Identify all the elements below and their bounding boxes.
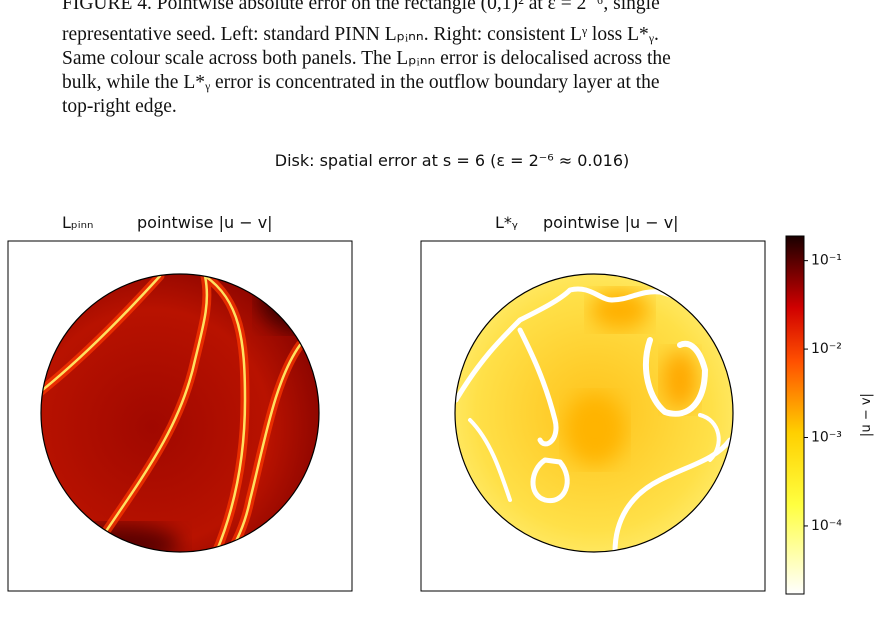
panel-title: pointwise |u − v| xyxy=(137,213,273,232)
colorbar-tick-label: 10⁻³ xyxy=(811,430,842,446)
caption-line: bulk, while the L*ᵧ error is concentrate… xyxy=(62,72,660,93)
caption-line: FIGURE 4. Pointwise absolute error on th… xyxy=(62,0,660,14)
caption-line: Same colour scale across both panels. Th… xyxy=(62,48,671,69)
colorbar-tick-label: 10⁻¹ xyxy=(811,253,842,269)
caption-line: top-right edge. xyxy=(62,96,177,117)
heatmap xyxy=(455,274,733,552)
panel-label: Lₚᵢₙₙ xyxy=(62,213,93,232)
axes-frame xyxy=(7,240,353,592)
colorbar-tick-label: 10⁻⁴ xyxy=(811,518,842,534)
disk-boundary xyxy=(40,273,320,553)
axes-frame xyxy=(420,240,766,592)
colorbar-label: |u − v| xyxy=(859,393,874,437)
disk-boundary xyxy=(454,273,734,553)
colorbar-tick-label: 10⁻² xyxy=(811,341,842,357)
caption: FIGURE 4. Pointwise absolute error on th… xyxy=(62,0,671,117)
panel-title: pointwise |u − v| xyxy=(543,213,679,232)
caption-line: representative seed. Left: standard PINN… xyxy=(62,24,659,45)
figure-title: Disk: spatial error at s = 6 (ε = 2⁻⁶ ≈ … xyxy=(275,151,630,170)
heatmap xyxy=(41,274,319,552)
colorbar: |u − v| 10⁻¹ 10⁻² 10⁻³ 10⁻⁴ xyxy=(785,235,874,595)
colorbar-scale xyxy=(785,235,805,595)
panel-label: L*ᵧ xyxy=(495,213,518,232)
